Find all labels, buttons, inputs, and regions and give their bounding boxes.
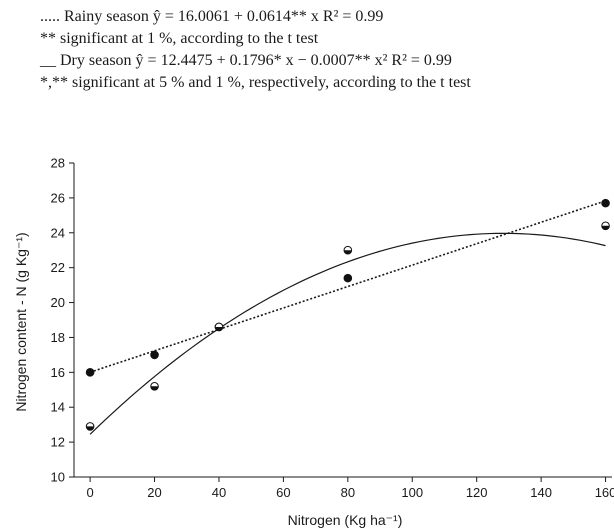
regression-legend: ..... Rainy season ŷ = 16.0061 + 0.0614*… xyxy=(40,6,610,94)
dry-season-fit-line xyxy=(89,232,606,435)
x-tick-label: 40 xyxy=(212,485,226,500)
y-ticks: 10 12 14 16 18 20 22 24 26 28 xyxy=(51,156,74,485)
y-tick-label: 24 xyxy=(51,225,65,240)
rainy-season-point xyxy=(343,273,353,283)
y-tick-label: 20 xyxy=(51,295,65,310)
dry-season-point xyxy=(601,221,610,231)
y-tick-label: 12 xyxy=(51,435,65,450)
x-tick-label: 0 xyxy=(86,485,93,500)
y-tick-label: 26 xyxy=(51,190,65,205)
half-circle-fill xyxy=(86,426,94,431)
dry-season-point xyxy=(343,245,353,255)
half-circle-fill xyxy=(215,326,223,331)
filled-circle-marker xyxy=(343,273,353,283)
x-tick-label: 140 xyxy=(530,485,552,500)
dry-season-point xyxy=(150,381,159,391)
y-tick-label: 16 xyxy=(51,365,65,380)
fit-curves xyxy=(89,200,606,435)
y-tick-label: 10 xyxy=(51,470,65,485)
y-tick-label: 28 xyxy=(51,156,65,171)
filled-circle-marker xyxy=(85,368,95,377)
filled-circle-marker xyxy=(601,198,610,208)
y-tick-label: 22 xyxy=(51,260,65,275)
rainy-season-equation: ..... Rainy season ŷ = 16.0061 + 0.0614*… xyxy=(40,8,384,25)
half-circle-fill xyxy=(601,225,610,230)
dry-season-equation: __ Dry season ŷ = 12.4475 + 0.1796* x − … xyxy=(40,52,452,69)
x-tick-label: 100 xyxy=(401,485,423,500)
x-tick-label: 20 xyxy=(147,485,161,500)
dry-season-note: *,** significant at 5 % and 1 %, respect… xyxy=(40,74,471,91)
y-axis-title: Nitrogen content - N (g Kg⁻¹) xyxy=(13,232,29,411)
x-tick-label: 60 xyxy=(276,485,290,500)
rainy-season-fit-line xyxy=(89,200,606,373)
rainy-season-point xyxy=(150,350,159,360)
half-circle-fill xyxy=(150,386,159,391)
rainy-season-note: ** significant at 1 %, according to the … xyxy=(40,30,319,47)
axes xyxy=(73,163,612,478)
rainy-season-point xyxy=(601,198,610,208)
y-tick-label: 14 xyxy=(51,400,65,415)
y-tick-label: 18 xyxy=(51,330,65,345)
half-circle-fill xyxy=(344,250,352,255)
x-tick-label: 120 xyxy=(466,485,488,500)
x-ticks: 0 20 40 60 80 100 120 140 160 xyxy=(86,477,614,500)
x-tick-label: 160 xyxy=(595,485,614,500)
rainy-season-point xyxy=(85,368,95,377)
dry-season-point xyxy=(85,422,95,431)
dry-season-point xyxy=(214,322,224,332)
data-points xyxy=(85,198,610,431)
filled-circle-marker xyxy=(150,350,159,360)
x-tick-label: 80 xyxy=(341,485,355,500)
x-axis-title: Nitrogen (Kg ha⁻¹) xyxy=(288,512,403,528)
